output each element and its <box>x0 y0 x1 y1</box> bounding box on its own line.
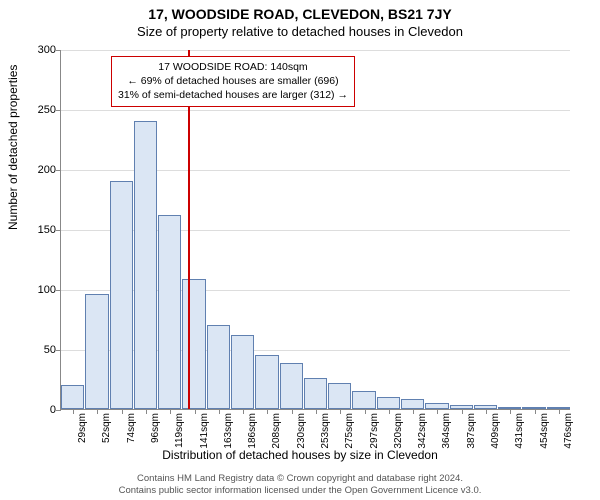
x-tick <box>340 409 341 414</box>
histogram-bar <box>377 397 400 409</box>
y-tick-label: 250 <box>16 104 56 116</box>
x-tick <box>437 409 438 414</box>
x-tick <box>535 409 536 414</box>
x-tick <box>73 409 74 414</box>
histogram-bar <box>304 378 327 409</box>
gridline <box>61 110 570 111</box>
x-tick <box>559 409 560 414</box>
x-tick <box>389 409 390 414</box>
annotation-line2: ← 69% of detached houses are smaller (69… <box>118 74 348 88</box>
chart-title-main: 17, WOODSIDE ROAD, CLEVEDON, BS21 7JY <box>0 0 600 22</box>
histogram-bar <box>158 215 181 409</box>
x-tick <box>486 409 487 414</box>
x-tick <box>243 409 244 414</box>
x-tick <box>146 409 147 414</box>
annotation-line1: 17 WOODSIDE ROAD: 140sqm <box>118 60 348 74</box>
histogram-bar <box>110 181 133 409</box>
x-tick <box>510 409 511 414</box>
histogram-bar <box>207 325 230 409</box>
histogram-bar <box>280 363 303 409</box>
histogram-bar <box>85 294 108 409</box>
x-tick <box>316 409 317 414</box>
x-axis-label: Distribution of detached houses by size … <box>0 448 600 462</box>
plot-area: 29sqm52sqm74sqm96sqm119sqm141sqm163sqm18… <box>60 50 570 410</box>
y-tick <box>56 350 61 351</box>
y-tick-label: 50 <box>16 344 56 356</box>
footer-line2: Contains public sector information licen… <box>0 485 600 497</box>
histogram-bar <box>352 391 375 409</box>
histogram-bar <box>255 355 278 409</box>
annotation-box: 17 WOODSIDE ROAD: 140sqm ← 69% of detach… <box>111 56 355 107</box>
footer-note: Contains HM Land Registry data © Crown c… <box>0 473 600 497</box>
y-tick-label: 200 <box>16 164 56 176</box>
gridline <box>61 50 570 51</box>
x-tick <box>413 409 414 414</box>
y-tick-label: 150 <box>16 224 56 236</box>
x-tick <box>462 409 463 414</box>
x-tick <box>97 409 98 414</box>
x-tick <box>219 409 220 414</box>
y-tick <box>56 50 61 51</box>
y-tick <box>56 410 61 411</box>
x-tick <box>292 409 293 414</box>
annotation-line3: 31% of semi-detached houses are larger (… <box>118 88 348 102</box>
x-tick <box>267 409 268 414</box>
histogram-bar <box>401 399 424 409</box>
y-tick-label: 300 <box>16 44 56 56</box>
x-tick <box>170 409 171 414</box>
chart-container: 17, WOODSIDE ROAD, CLEVEDON, BS21 7JY Si… <box>0 0 600 500</box>
y-tick <box>56 110 61 111</box>
x-tick <box>365 409 366 414</box>
y-axis-label: Number of detached properties <box>6 65 20 230</box>
footer-line1: Contains HM Land Registry data © Crown c… <box>0 473 600 485</box>
y-tick-label: 0 <box>16 404 56 416</box>
y-tick <box>56 170 61 171</box>
histogram-bar <box>134 121 157 409</box>
histogram-bar <box>182 279 205 409</box>
histogram-bar <box>328 383 351 409</box>
x-tick <box>195 409 196 414</box>
chart-title-sub: Size of property relative to detached ho… <box>0 22 600 39</box>
y-tick <box>56 290 61 291</box>
x-tick <box>122 409 123 414</box>
histogram-bar <box>231 335 254 409</box>
y-tick-label: 100 <box>16 284 56 296</box>
y-tick <box>56 230 61 231</box>
histogram-bar <box>61 385 84 409</box>
